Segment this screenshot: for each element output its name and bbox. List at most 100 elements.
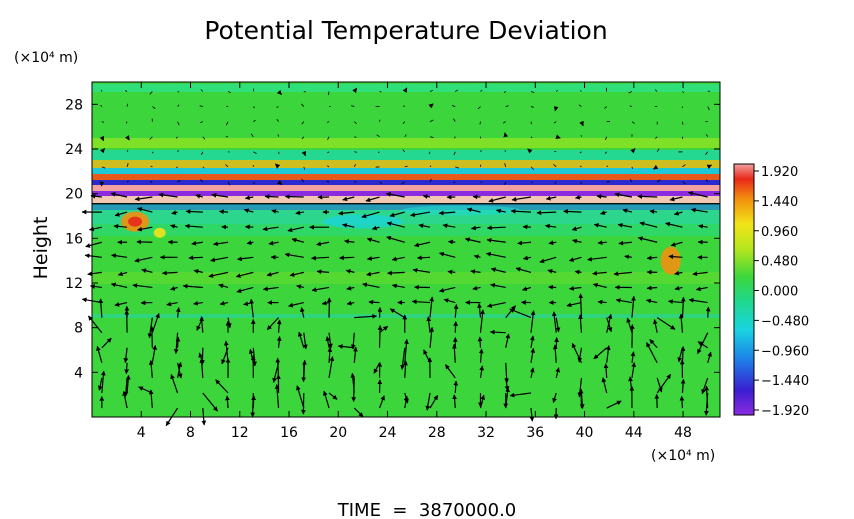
velocity-arrow — [574, 269, 582, 275]
velocity-arrow — [141, 268, 153, 273]
velocity-arrow — [530, 121, 532, 125]
velocity-arrow — [522, 224, 532, 230]
x-tick-label: 36 — [526, 425, 544, 441]
velocity-arrow — [353, 346, 358, 363]
velocity-arrow — [698, 224, 708, 229]
velocity-arrow — [161, 270, 178, 276]
velocity-arrow — [677, 347, 684, 363]
velocity-arrow — [221, 347, 229, 365]
x-tick-label: 4 — [137, 425, 146, 441]
velocity-arrow — [101, 337, 112, 349]
velocity-arrow — [202, 392, 219, 412]
velocity-arrow — [402, 149, 406, 153]
velocity-arrow — [600, 210, 607, 215]
velocity-arrow — [631, 295, 636, 318]
velocity-arrow — [199, 105, 203, 107]
velocity-arrow — [113, 223, 128, 229]
velocity-arrow — [289, 271, 304, 277]
velocity-arrow — [353, 164, 356, 168]
velocity-arrow — [327, 121, 330, 123]
velocity-arrow — [679, 395, 685, 409]
velocity-arrow — [404, 134, 407, 137]
velocity-arrow — [673, 210, 683, 216]
field-band — [92, 185, 720, 191]
colorbar-tick-label: 0.480 — [761, 255, 798, 270]
velocity-arrow — [354, 121, 357, 124]
velocity-arrow — [377, 325, 383, 348]
velocity-arrow — [652, 164, 659, 170]
velocity-arrow — [705, 151, 709, 156]
velocity-arrow — [429, 165, 432, 168]
field-band — [92, 138, 720, 148]
velocity-arrow — [227, 91, 231, 94]
velocity-arrow — [412, 268, 431, 273]
velocity-arrow — [246, 240, 254, 246]
velocity-arrow — [276, 106, 279, 108]
velocity-arrow — [271, 209, 279, 214]
velocity-arrow — [453, 151, 456, 156]
velocity-arrow — [503, 91, 506, 93]
velocity-arrow — [646, 342, 658, 364]
field-band — [92, 174, 720, 180]
velocity-arrow — [274, 384, 280, 409]
velocity-arrow — [149, 325, 155, 348]
velocity-arrow — [425, 392, 431, 411]
velocity-arrow — [479, 309, 485, 333]
velocity-vectors — [81, 87, 720, 427]
velocity-arrow — [688, 191, 708, 198]
velocity-arrow — [480, 89, 483, 92]
velocity-arrow — [253, 106, 255, 109]
velocity-arrow — [674, 270, 683, 276]
velocity-arrow — [288, 301, 304, 308]
velocity-arrow — [262, 286, 279, 292]
x-tick-label: 24 — [379, 425, 397, 441]
velocity-arrow — [296, 284, 304, 290]
velocity-arrow — [327, 347, 333, 363]
velocity-arrow — [351, 105, 355, 107]
velocity-arrow — [628, 376, 633, 394]
chart-title: Potential Temperature Deviation — [204, 16, 607, 45]
velocity-arrow — [587, 256, 607, 262]
velocity-arrow — [171, 210, 178, 215]
velocity-arrow — [379, 181, 383, 184]
velocity-arrow — [504, 181, 507, 185]
velocity-arrow — [466, 207, 481, 213]
velocity-arrow — [614, 192, 633, 198]
field-band — [92, 168, 720, 174]
velocity-arrow — [477, 106, 481, 110]
velocity-arrow — [244, 224, 254, 230]
velocity-arrow — [577, 347, 583, 363]
velocity-arrow — [529, 335, 535, 348]
velocity-arrow — [170, 374, 179, 394]
velocity-arrow — [604, 136, 608, 141]
velocity-arrow — [477, 336, 483, 348]
velocity-arrow — [593, 223, 607, 228]
velocity-arrow — [84, 253, 102, 259]
velocity-arrow — [697, 341, 709, 349]
velocity-arrow — [361, 211, 380, 219]
velocity-arrow — [351, 377, 357, 403]
velocity-arrow — [287, 226, 304, 233]
velocity-arrow — [176, 362, 183, 379]
velocity-arrow — [316, 241, 330, 247]
velocity-arrow — [378, 395, 385, 409]
x-tick-label: 16 — [280, 425, 298, 441]
velocity-arrow — [580, 181, 582, 184]
velocity-arrow — [301, 178, 305, 183]
velocity-arrow — [510, 208, 532, 214]
velocity-arrow — [470, 225, 481, 231]
velocity-arrow — [411, 299, 431, 305]
velocity-arrow — [345, 269, 355, 274]
velocity-arrow — [152, 106, 156, 109]
velocity-arrow — [479, 121, 481, 125]
velocity-arrow — [235, 271, 254, 278]
velocity-arrow — [177, 104, 180, 107]
time-label: TIME = 3870000.0 — [337, 500, 517, 519]
velocity-arrow — [110, 191, 128, 198]
velocity-arrow — [402, 105, 405, 107]
velocity-arrow — [272, 362, 280, 383]
velocity-arrow — [253, 151, 257, 155]
velocity-arrow — [530, 136, 533, 139]
velocity-arrow — [579, 120, 584, 127]
velocity-arrow — [682, 164, 686, 168]
